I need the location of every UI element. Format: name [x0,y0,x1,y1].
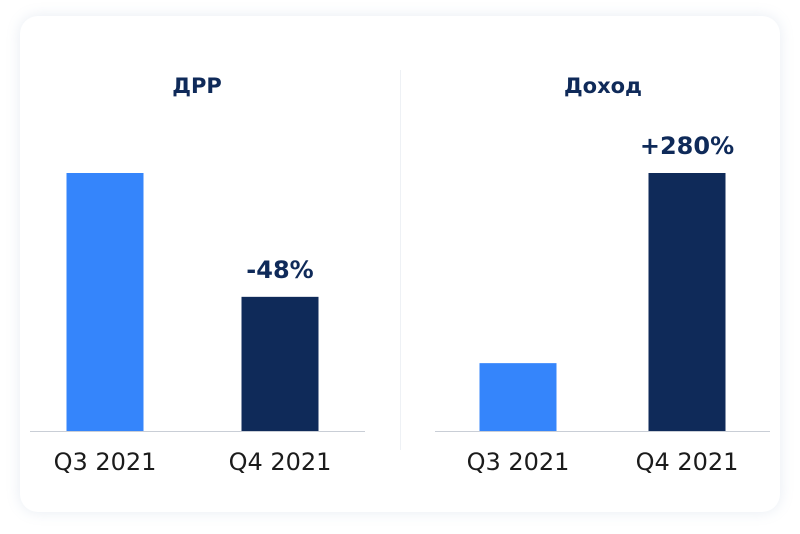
x-tick-label: Q4 2021 [229,448,332,476]
chart-title: ДРР [172,74,222,98]
panel-divider [400,70,401,450]
x-tick-label: Q4 2021 [636,448,739,476]
x-tick-label: Q3 2021 [467,448,570,476]
bar-q4-2021 [648,173,726,431]
data-label: -48% [246,256,313,284]
data-label: +280% [640,132,734,160]
bar-q4-2021 [241,296,319,431]
bar-q3-2021 [66,173,144,431]
chart-panel-1: ДРР Q3 2021 -48% Q4 2021 [30,74,365,476]
chart-title: Доход [564,74,642,98]
chart-panel-2: Доход Q3 2021 +280% Q4 2021 [435,74,770,476]
bar-q3-2021 [479,363,557,431]
x-tick-label: Q3 2021 [54,448,157,476]
